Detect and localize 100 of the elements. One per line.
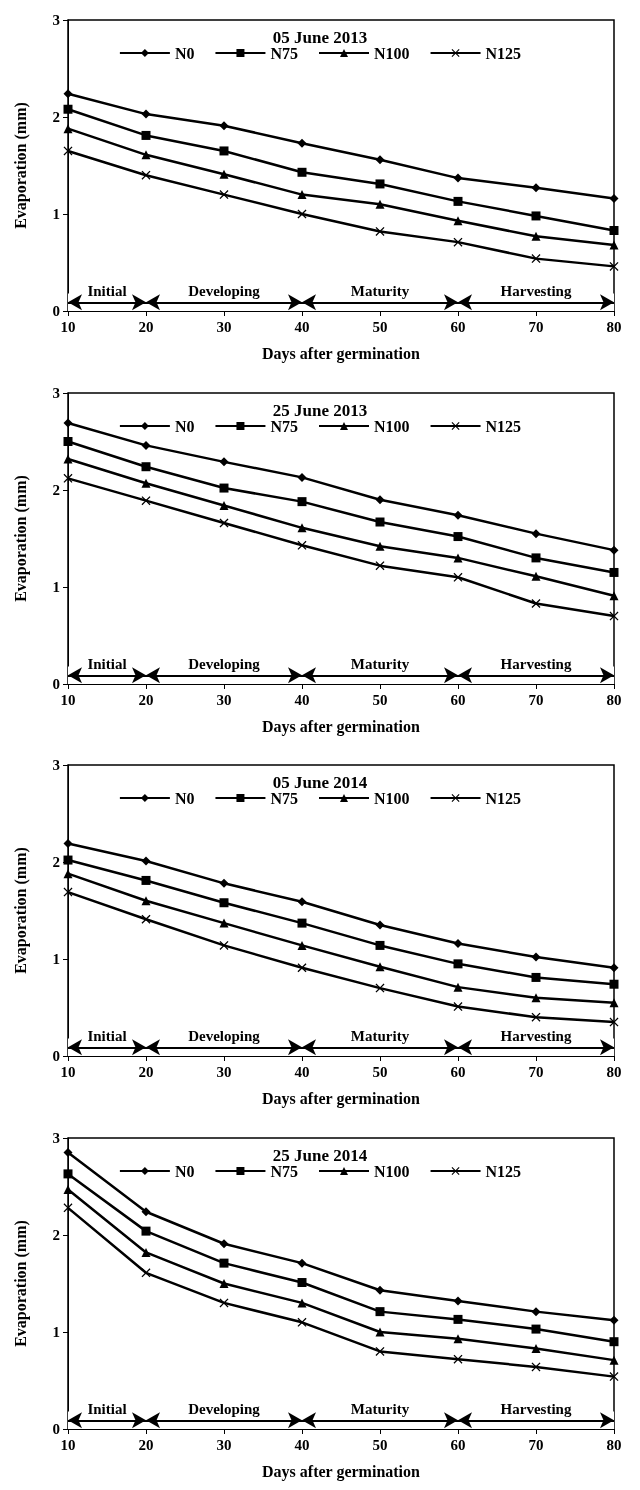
x-axis-title: Days after germination: [262, 1462, 421, 1480]
point: [531, 952, 541, 962]
point: [219, 940, 229, 950]
point: [453, 216, 463, 226]
point: [141, 1206, 151, 1216]
band-label: Harvesting: [500, 1027, 572, 1044]
point: [63, 104, 73, 114]
point: [297, 963, 307, 973]
x-tick-label: 30: [216, 1436, 232, 1452]
point: [531, 528, 541, 538]
point: [63, 418, 73, 428]
legend-label: N125: [485, 417, 522, 434]
point: [609, 963, 619, 973]
point: [297, 540, 307, 550]
point: [531, 1012, 541, 1022]
point: [63, 89, 73, 99]
point: [531, 1306, 541, 1316]
band-label: Harvesting: [500, 655, 572, 672]
point: [531, 552, 541, 562]
point: [609, 979, 619, 989]
x-tick-label: 10: [60, 691, 76, 707]
legend-label: N75: [270, 1162, 299, 1179]
point: [63, 1168, 73, 1178]
point: [609, 240, 619, 250]
point: [375, 1346, 385, 1356]
band-label: Maturity: [350, 655, 410, 672]
band-label: Developing: [188, 1027, 261, 1044]
band-label: Harvesting: [500, 282, 572, 299]
band-label: Initial: [87, 1027, 127, 1044]
point: [219, 121, 229, 131]
point: [531, 183, 541, 193]
x-tick-label: 30: [216, 1063, 232, 1080]
point: [453, 1354, 463, 1364]
legend-label: N0: [174, 1162, 195, 1179]
point: [375, 920, 385, 930]
x-tick-label: 10: [60, 318, 76, 335]
x-tick-label: 60: [450, 318, 466, 335]
band-label: Initial: [87, 1400, 127, 1417]
point: [219, 878, 229, 888]
y-tick-label: 0: [52, 1048, 60, 1064]
point: [219, 456, 229, 466]
point: [609, 545, 619, 555]
y-tick-label: 1: [52, 206, 60, 222]
y-axis-title: Evaporation (mm): [11, 474, 30, 602]
point: [375, 1285, 385, 1295]
x-tick-label: 60: [450, 1436, 466, 1452]
x-tick-label: 30: [216, 318, 232, 335]
x-tick-label: 20: [138, 691, 154, 707]
point: [453, 173, 463, 183]
point: [375, 199, 385, 209]
legend-label: N100: [374, 789, 410, 807]
point: [453, 1333, 463, 1343]
y-tick-label: 3: [52, 12, 60, 28]
band-label: Maturity: [350, 1400, 410, 1417]
point: [297, 1317, 307, 1327]
point: [375, 179, 385, 189]
point: [141, 1267, 151, 1277]
point: [531, 972, 541, 982]
point: [453, 982, 463, 992]
x-tick-label: 50: [372, 1063, 388, 1080]
point: [219, 1238, 229, 1248]
chart-title: 05 June 2013: [272, 28, 368, 47]
point: [375, 517, 385, 527]
point: [609, 567, 619, 577]
point: [453, 1002, 463, 1012]
point: [219, 169, 229, 179]
point: [297, 167, 307, 177]
x-axis-title: Days after germination: [262, 717, 421, 735]
point: [453, 959, 463, 969]
point: [63, 869, 73, 879]
point: [141, 914, 151, 924]
x-tick-label: 70: [528, 1063, 544, 1080]
point: [609, 1315, 619, 1325]
band-label: Initial: [87, 282, 127, 299]
point: [297, 138, 307, 148]
point: [453, 1295, 463, 1305]
chart-title: 25 June 2013: [272, 400, 368, 420]
x-tick-label: 70: [528, 1436, 544, 1452]
point: [375, 1306, 385, 1316]
point: [219, 918, 229, 928]
point: [63, 855, 73, 865]
point: [141, 896, 151, 906]
x-tick-label: 80: [606, 1063, 622, 1080]
y-tick-label: 2: [52, 481, 60, 498]
x-tick-label: 70: [528, 318, 544, 335]
point: [531, 598, 541, 608]
legend-label: N0: [174, 44, 195, 62]
band-label: Maturity: [350, 1027, 410, 1044]
x-tick-label: 40: [294, 1063, 310, 1080]
point: [63, 473, 73, 483]
point: [141, 478, 151, 488]
x-tick-label: 40: [294, 318, 310, 335]
legend-label: N0: [174, 789, 195, 807]
point: [141, 856, 151, 866]
point: [141, 170, 151, 180]
point: [297, 918, 307, 928]
band-label: Harvesting: [500, 1400, 572, 1417]
y-axis-title: Evaporation (mm): [11, 102, 30, 229]
y-tick-label: 1: [52, 951, 60, 967]
legend-label: N75: [270, 417, 299, 434]
